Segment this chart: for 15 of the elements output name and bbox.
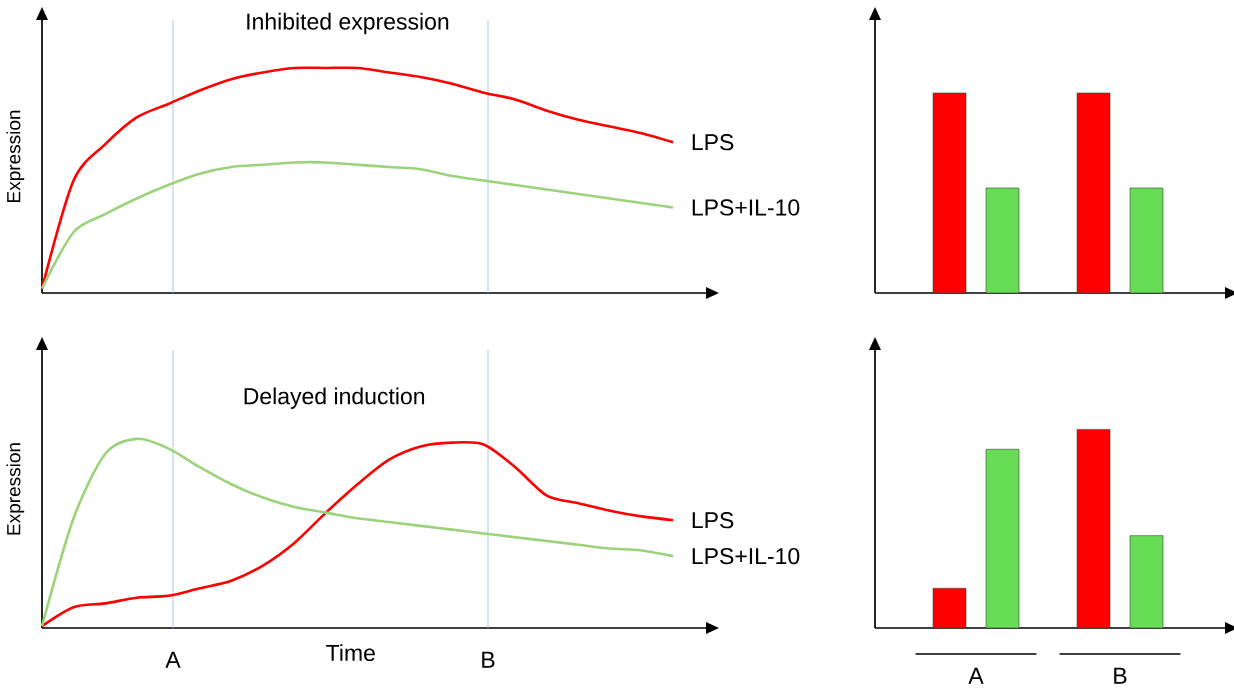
text: B xyxy=(482,651,495,668)
chart-title: Inhibited expression xyxy=(247,12,449,35)
series-label: LPS xyxy=(692,134,734,151)
text: A xyxy=(165,651,181,668)
y-axis-title: Expression xyxy=(6,110,25,202)
bar xyxy=(1129,535,1164,629)
series-label: LPS+IL-10 xyxy=(692,547,800,565)
bar xyxy=(1076,429,1111,629)
y-axis-title: Expression xyxy=(6,443,25,535)
series-label: LPS xyxy=(692,512,734,529)
x-axis-title: Time xyxy=(326,644,375,662)
chart-title: Delayed induction xyxy=(244,387,425,409)
bar xyxy=(985,448,1020,629)
bar xyxy=(932,587,967,629)
series-label: LPS+IL-10 xyxy=(692,199,800,216)
